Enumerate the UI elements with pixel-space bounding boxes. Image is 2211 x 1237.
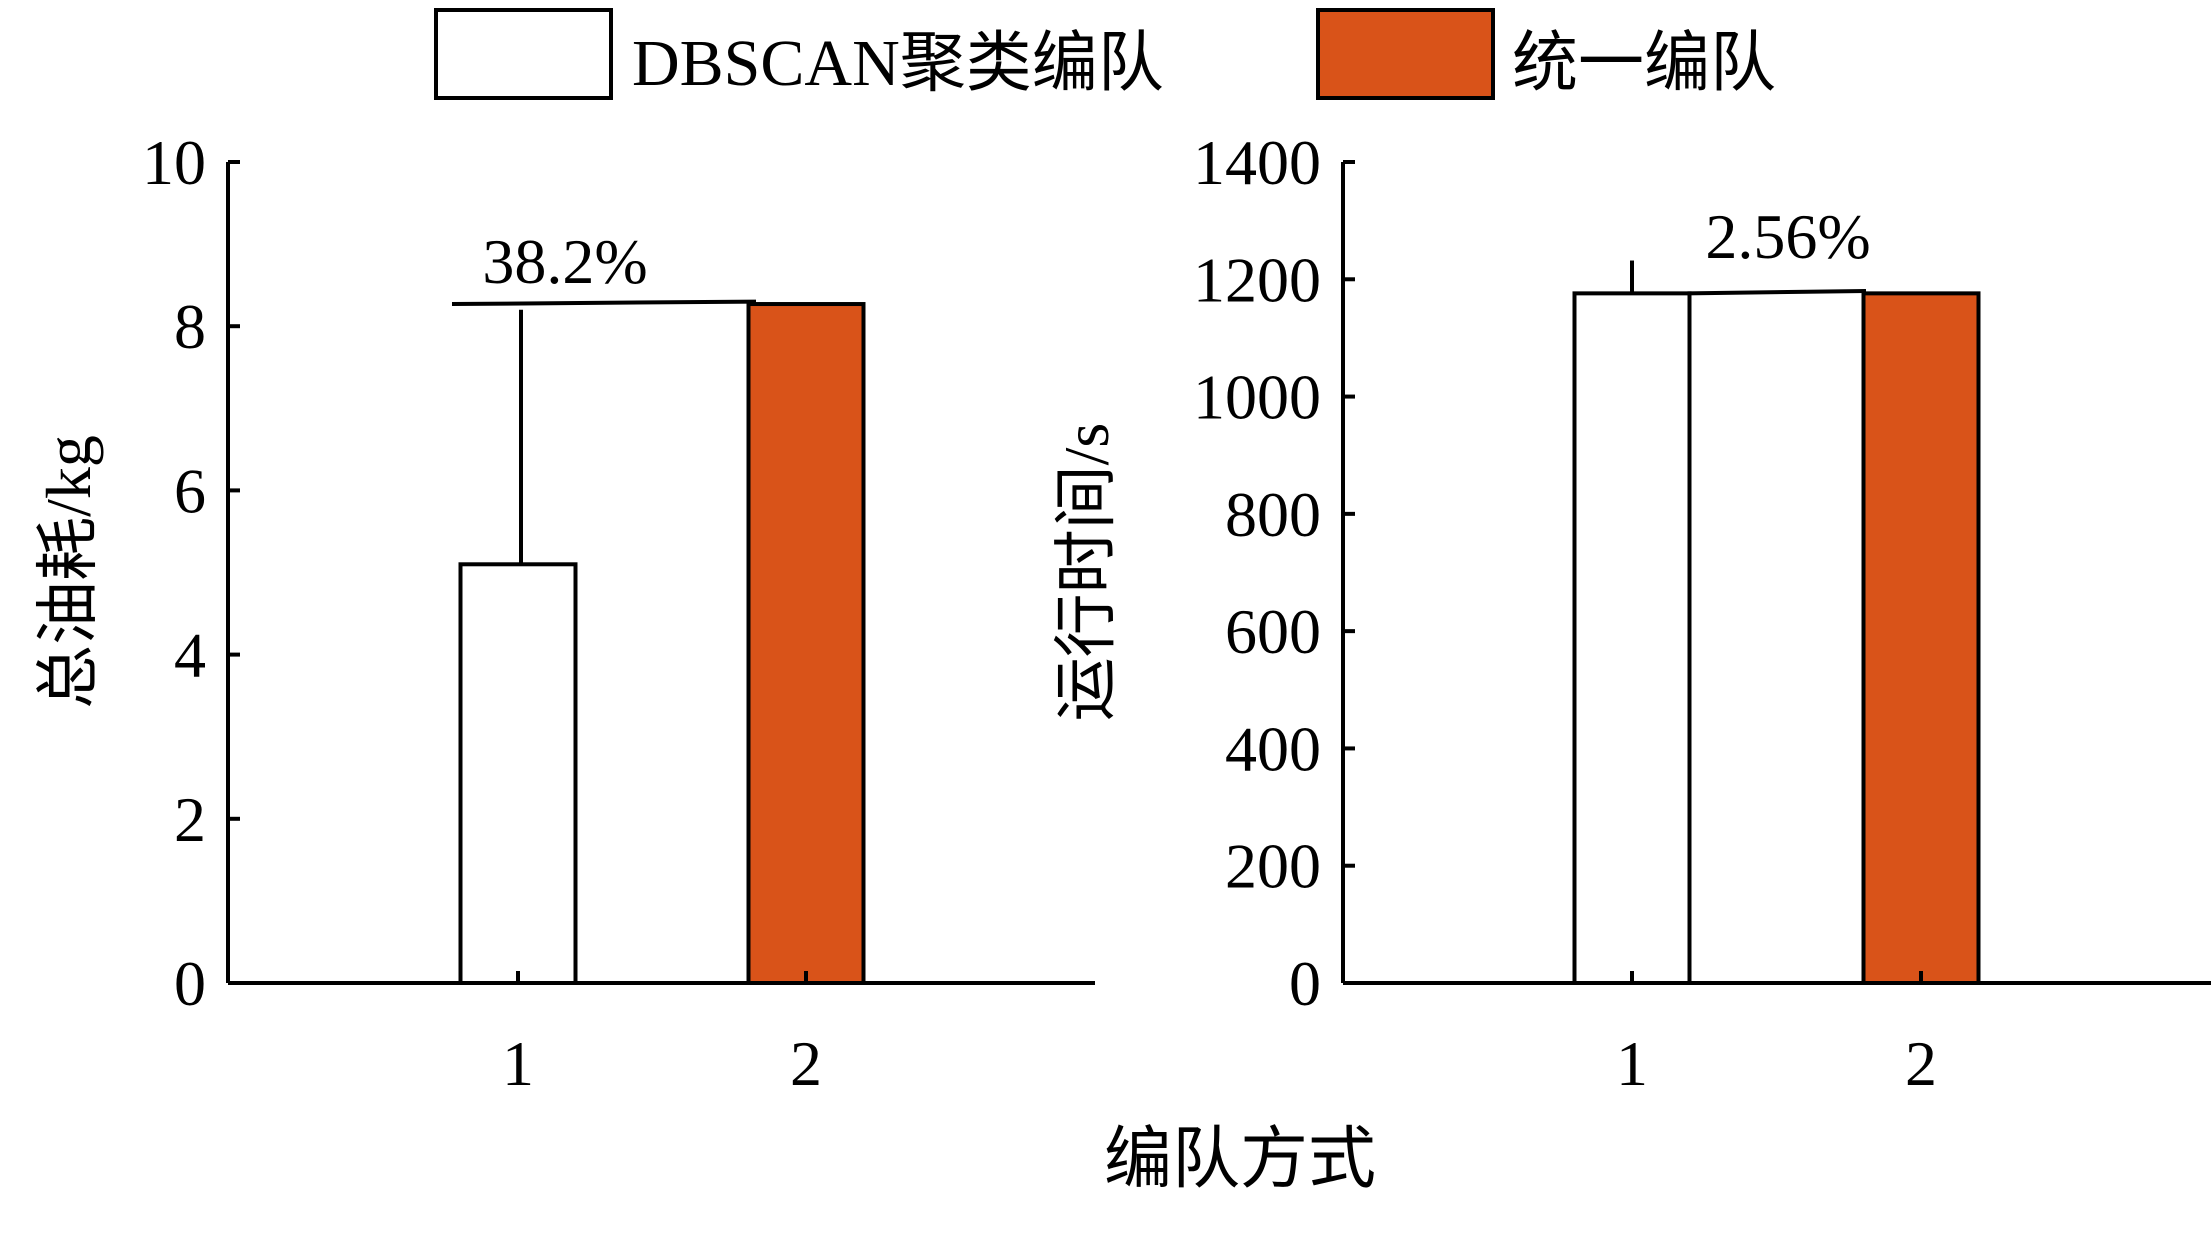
- annotation-label: 2.56%: [1705, 201, 1870, 272]
- runtime-chart: 0 200 400 600 800 1000 1200 1400 运行时间/s 1 2 2.56%: [1051, 127, 2211, 1099]
- y-tick-label: 4: [174, 620, 206, 691]
- legend-label-unified: 统一编队: [1512, 27, 1776, 100]
- y-tick-label: 1400: [1193, 127, 1321, 198]
- y-tick-label: 400: [1225, 713, 1321, 784]
- y-tick-label: 1000: [1193, 362, 1321, 433]
- legend-swatch-unified: [1316, 8, 1495, 100]
- annotation-line: [1687, 289, 1867, 296]
- bar-2: [746, 302, 866, 985]
- x-tick-label: 1: [502, 1028, 534, 1099]
- y-tick-label: 800: [1225, 479, 1321, 550]
- legend-swatch-dbscan: [434, 8, 613, 100]
- bar-1: [1572, 291, 1692, 985]
- y-tick-label: 200: [1225, 831, 1321, 902]
- y-tick-label: 2: [174, 784, 206, 855]
- y-tick-label: 6: [174, 455, 206, 526]
- y-tick-label: 0: [174, 948, 206, 1019]
- y-tick-label: 1200: [1193, 244, 1321, 315]
- y-axis-label: 运行时间/s: [1051, 423, 1122, 722]
- x-tick-label: 2: [1905, 1028, 1937, 1099]
- bar-1: [458, 562, 578, 985]
- x-axis-label: 编队方式: [1104, 1121, 1376, 1197]
- x-tick-label: 2: [790, 1028, 822, 1099]
- bar-2: [1861, 291, 1981, 985]
- y-tick-label: 10: [142, 127, 206, 198]
- y-tick-label: 0: [1289, 948, 1321, 1019]
- y-tick-label: 600: [1225, 596, 1321, 667]
- legend-label-dbscan: DBSCAN聚类编队: [632, 27, 1164, 100]
- legend: DBSCAN聚类编队 统一编队: [434, 8, 1776, 100]
- annotation-label: 38.2%: [482, 226, 647, 297]
- annotation-line: [451, 299, 757, 307]
- x-tick-label: 1: [1616, 1028, 1648, 1099]
- fuel-chart: 0 2 4 6 8 10 总油耗/kg 1 2 38.2%: [33, 127, 1095, 1099]
- y-tick-label: 8: [174, 291, 206, 362]
- y-axis-label: 总油耗/kg: [33, 435, 104, 709]
